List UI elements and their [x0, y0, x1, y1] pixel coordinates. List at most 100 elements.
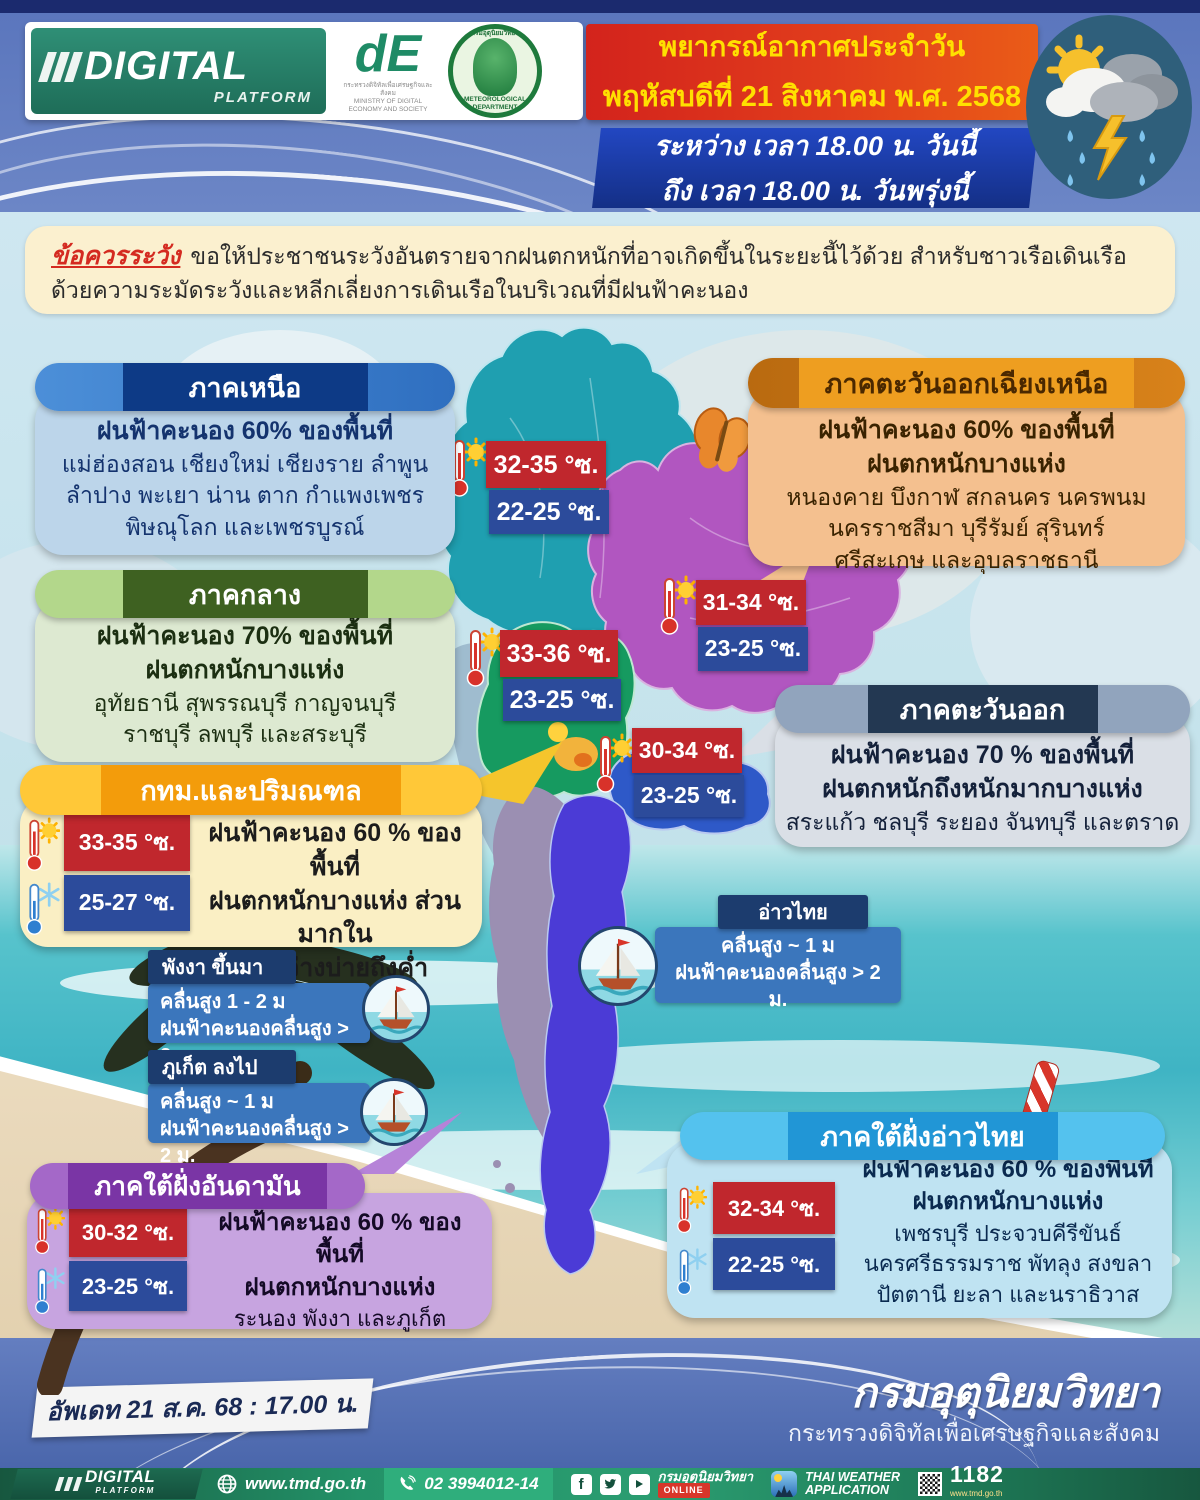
temp-max-badge: 33-35 °ซ. [64, 815, 190, 871]
province-line: นครราชสีมา บุรีรัมย์ สุรินทร์ [828, 515, 1105, 542]
wave-height: คลื่นสูง 1 - 2 ม [160, 991, 286, 1013]
ministry-name: กระทรวงดิจิทัลเพื่อเศรษฐกิจและสังคม [788, 1420, 1160, 1446]
digital-platform-logo: DIGITAL PLATFORM [31, 28, 326, 114]
map-bangkok-core [574, 753, 592, 767]
region-card-andaman: 30-32 °ซ. 23-25 °ซ. ฝนฟ้าคะนอง 60 % ของพ… [27, 1193, 492, 1331]
social-account-name: กรมอุตุนิยมวิทยา [657, 1469, 754, 1484]
province-line: ศรีสะเกษ และอุบลราชธานี [834, 546, 1099, 573]
forecast-date: พฤหัสบดีที่ 21 สิงหาคม พ.ศ. 2568 [602, 81, 1022, 113]
sea-gulf-body: คลื่นสูง ~ 1 ม ฝนฟ้าคะนองคลื่นสูง > 2 ม. [655, 927, 901, 1011]
brand-name: DIGITAL [85, 1467, 156, 1486]
region-card-north: ฝนฟ้าคะนอง 60% ของพื้นที่ แม่ฮ่องสอน เชี… [35, 393, 455, 555]
map-temp-northeast-max: 31-34 °ซ. [696, 580, 806, 625]
thermometer-hot-icon [677, 1185, 707, 1233]
thai-weather-app-icon[interactable] [771, 1471, 798, 1497]
app-label-line2: APPLICATION [805, 1483, 889, 1497]
map-temp-east-min: 23-25 °ซ. [634, 775, 744, 817]
brand-name: DIGITAL [84, 44, 249, 88]
rain-intensity: ฝนตกหนักบางแห่ง ส่วนมากใน [208, 886, 462, 949]
youtube-icon[interactable] [628, 1473, 650, 1495]
ministry-name-th: กระทรวงดิจิทัลเพื่อเศรษฐกิจและสังคม [343, 82, 433, 97]
province-line: หนองคาย บึงกาฬ สกลนคร นครพนม [786, 483, 1147, 510]
region-card-south-gulf-header: ภาคใต้ฝั่งอ่าวไทย [680, 1112, 1165, 1160]
rain-intensity: ฝนตกหนักบางแห่ง [145, 655, 345, 684]
province-line: ระนอง พังงา และภูเก็ต [233, 1306, 447, 1332]
period-line2: ถึง เวลา 18.00 น. วันพรุ่งนี้ [661, 176, 969, 206]
thermometer-cold-icon [677, 1248, 707, 1295]
map-temp-central-max: 33-36 °ซ. [500, 630, 618, 677]
facebook-icon[interactable]: f [570, 1473, 592, 1495]
province-line: ลำปาง พะเยา น่าน ตาก กำแพงเพชร [65, 482, 425, 509]
region-title: ภาคใต้ฝั่งอ่าวไทย [787, 1112, 1058, 1160]
thermometer-hot-icon [660, 575, 698, 635]
sea-gulf-header: อ่าวไทย [718, 895, 868, 929]
storm-wave-height: ฝนฟ้าคะนองคลื่นสูง > 2 ม. [160, 1118, 349, 1167]
rain-coverage: ฝนฟ้าคะนอง 70% ของพื้นที่ [96, 622, 394, 650]
region-card-east: ฝนฟ้าคะนอง 70 % ของพื้นที่ ฝนตกหนักถึงหน… [775, 715, 1190, 847]
region-card-north-header: ภาคเหนือ [35, 363, 455, 411]
wave-height: คลื่นสูง ~ 1 ม [721, 935, 835, 957]
region-title: ภาคใต้ฝั่งอันดามัน [68, 1163, 327, 1209]
period-banner: ระหว่าง เวลา 18.00 น. วันนี้ ถึง เวลา 18… [592, 128, 1038, 208]
seal-text-bottom: METEOROLOGICAL DEPARTMENT [463, 96, 527, 111]
sea-phangnga-header: พังงา ขึ้นมา [148, 950, 296, 984]
app-item[interactable]: THAI WEATHER APPLICATION [771, 1471, 900, 1497]
province-line: เพชรบุรี ประจวบคีรีขันธ์ [894, 1220, 1122, 1246]
storm-wave-height: ฝนฟ้าคะนองคลื่นสูง > 2 ม. [675, 962, 881, 1011]
phone-item[interactable]: 02 3994012-14 [384, 1468, 553, 1500]
bottom-digital-logo: DIGITAL PLATFORM [10, 1467, 203, 1499]
website-item[interactable]: www.tmd.go.th [217, 1474, 366, 1494]
qr-code[interactable] [918, 1472, 943, 1496]
hotline-number: 1182 [950, 1461, 1004, 1487]
temp-min-badge: 25-27 °ซ. [64, 875, 190, 931]
storm-weather-icon [1026, 15, 1192, 199]
phone-number[interactable]: 02 3994012-14 [424, 1474, 539, 1493]
region-title: ภาคเหนือ [122, 363, 368, 411]
sea-phuket-header: ภูเก็ต ลงไป [148, 1050, 296, 1084]
region-card-east-header: ภาคตะวันออก [775, 685, 1190, 733]
rain-intensity: ฝนตกหนักบางแห่ง [244, 1273, 436, 1301]
brand-subname: PLATFORM [213, 89, 312, 106]
map-temp-central-min: 23-25 °ซ. [503, 679, 621, 721]
social-account-label: กรมอุตุนิยมวิทยา ONLINE [657, 1469, 754, 1498]
map-temp-east-max: 30-34 °ซ. [632, 728, 742, 773]
rain-coverage: ฝนฟ้าคะนอง 70 % ของพื้นที่ [830, 741, 1135, 769]
region-card-bangkok: 33-35 °ซ. 25-27 °ซ. ฝนฟ้าคะนอง 60 % ของพ… [20, 797, 482, 982]
rain-coverage: ฝนฟ้าคะนอง 60% ของพื้นที่ [96, 417, 394, 445]
butterfly [693, 407, 752, 472]
rain-coverage: ฝนฟ้าคะนอง 60% ของพื้นที่ [818, 416, 1115, 444]
seal-emblem [473, 38, 517, 96]
province-line: ราชบุรี ลพบุรี และสระบุรี [123, 721, 367, 748]
forecast-title: พยากรณ์อากาศประจำวัน [658, 31, 966, 62]
brand-subname: PLATFORM [95, 1486, 156, 1495]
app-label: THAI WEATHER APPLICATION [805, 1471, 900, 1497]
period-line1: ระหว่าง เวลา 18.00 น. วันนี้ [653, 131, 976, 161]
rain-coverage: ฝนฟ้าคะนอง 60 % ของพื้นที่ [218, 1209, 462, 1269]
website-url[interactable]: www.tmd.go.th [245, 1474, 367, 1493]
thermometer-cold-icon [35, 1267, 65, 1314]
region-title: ภาคกลาง [122, 570, 368, 618]
ministry-name-en: MINISTRY OF DIGITAL ECONOMY AND SOCIETY [348, 98, 428, 113]
province-line: แม่ฮ่องสอน เชียงใหม่ เชียงราย ลำพูน [61, 450, 429, 477]
region-card-northeast-header: ภาคตะวันออกเฉียงเหนือ [748, 358, 1185, 408]
region-card-south-gulf: 32-34 °ซ. 22-25 °ซ. ฝนฟ้าคะนอง 60 % ของพ… [667, 1142, 1172, 1318]
map-region-south-gulf [539, 794, 632, 1275]
de-logo-glyph: dE [354, 25, 422, 83]
thermometer-hot-icon [596, 733, 634, 793]
map-island [505, 1183, 515, 1193]
globe-icon [217, 1474, 237, 1494]
rain-intensity: ฝนตกหนักบางแห่ง [867, 449, 1066, 478]
twitter-icon[interactable] [599, 1473, 621, 1495]
facebook-glyph: f [578, 1475, 584, 1493]
hotline-item: 1182 www.tmd.go.th [918, 1461, 1004, 1500]
region-card-andaman-header: ภาคใต้ฝั่งอันดามัน [30, 1163, 365, 1209]
rain-coverage: ฝนฟ้าคะนอง 60 % ของพื้นที่ [208, 819, 462, 881]
logo-bars-icon [38, 51, 83, 82]
map-temp-northeast-min: 23-25 °ซ. [698, 627, 808, 671]
thermometer-hot-icon [26, 817, 60, 871]
province-line: อุทัยธานี สุพรรณบุรี กาญจนบุรี [93, 689, 397, 716]
warning-box: ข้อควรระวัง ขอให้ประชาชนระวังอันตรายจากฝน… [25, 226, 1175, 314]
temp-max-badge: 30-32 °ซ. [69, 1207, 187, 1257]
map-temp-north-min: 22-25 °ซ. [489, 490, 609, 534]
